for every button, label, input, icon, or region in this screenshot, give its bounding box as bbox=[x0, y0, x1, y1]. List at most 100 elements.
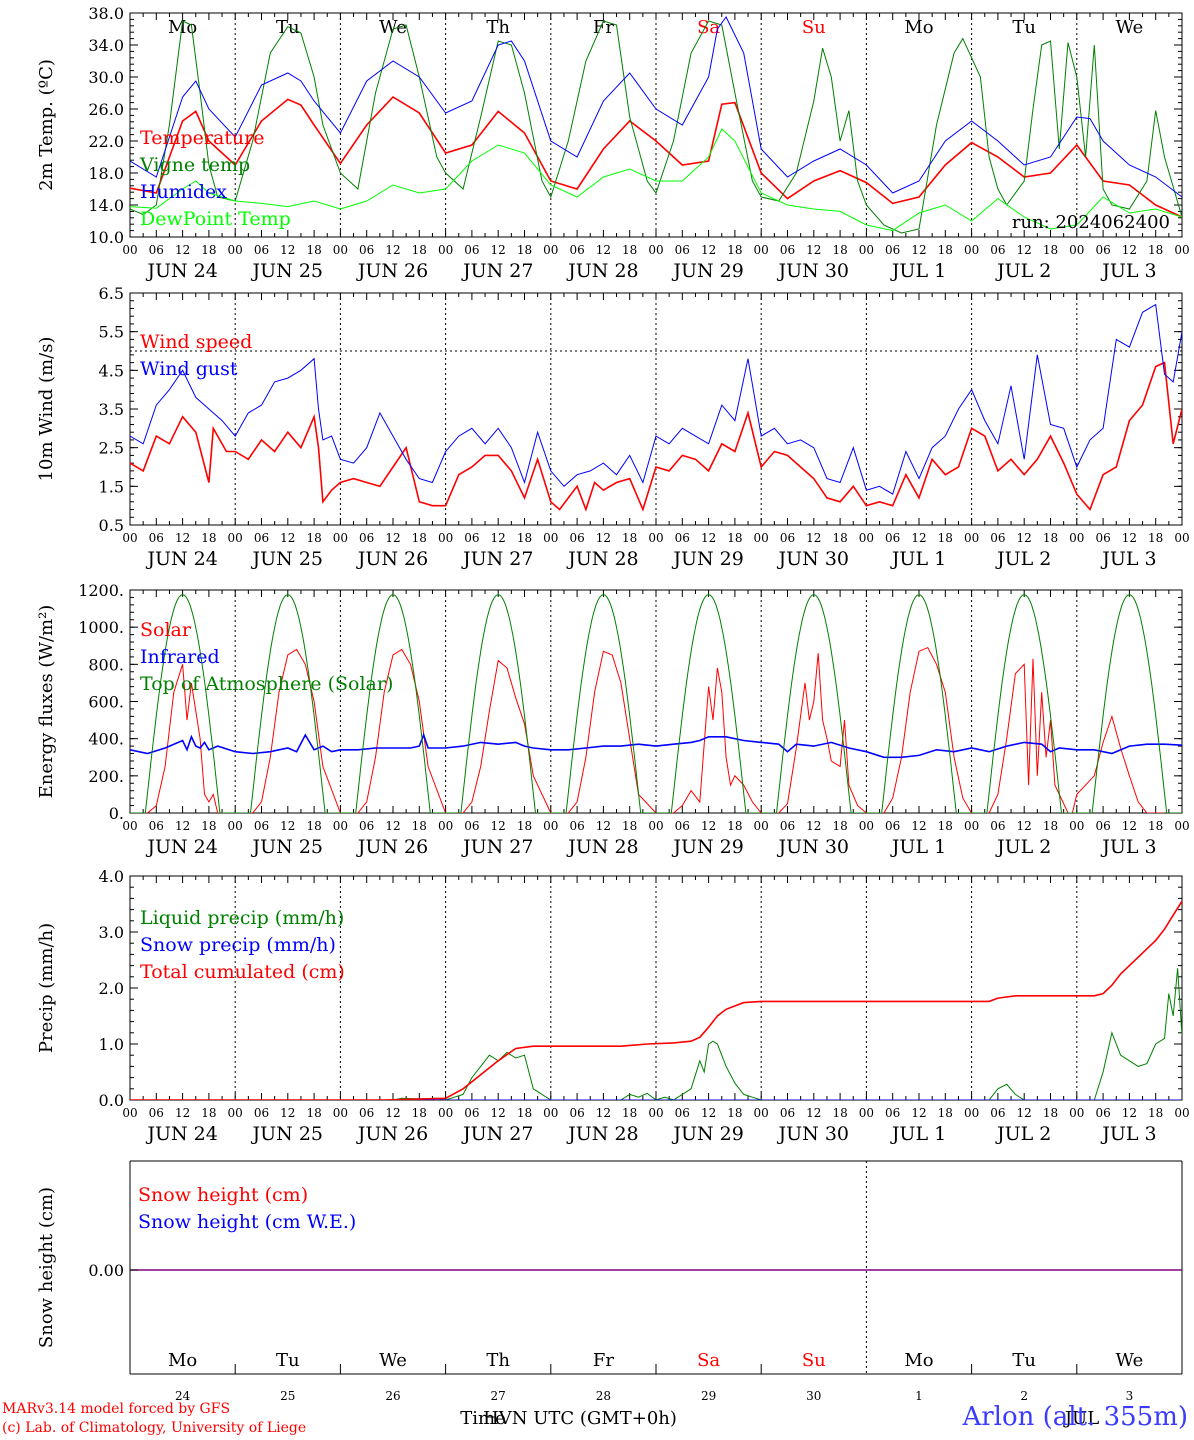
panel-temp: 00 06 12 18 00 06 12 18 00 06 12 18 00 06 12 18 00 06 12 18… bbox=[36, 4, 1190, 282]
hour-tick-label: 06 bbox=[569, 1106, 584, 1120]
hour-tick-label: 06 bbox=[990, 1106, 1005, 1120]
hour-tick-label: 12 bbox=[280, 819, 295, 833]
legend-snow-height-cm-: Snow height (cm) bbox=[138, 1184, 308, 1206]
weekday-label: Fr bbox=[593, 1350, 614, 1371]
weekday-label: We bbox=[1116, 17, 1144, 38]
hour-tick-label: 12 bbox=[1017, 1106, 1032, 1120]
date-label: JUN 29 bbox=[671, 836, 743, 858]
legend-snow-precip-mm-h-: Snow precip (mm/h) bbox=[140, 934, 336, 956]
legend-vigne-temp: Vigne temp bbox=[139, 154, 250, 176]
date-label: JUN 26 bbox=[356, 836, 428, 858]
hour-tick-label: 06 bbox=[254, 243, 269, 257]
hour-tick-label: 00 bbox=[964, 531, 979, 545]
hour-tick-label: 00 bbox=[543, 819, 558, 833]
hour-tick-label: 18 bbox=[1148, 531, 1163, 545]
weekday-label: We bbox=[1116, 1350, 1144, 1371]
hour-tick-label: 12 bbox=[701, 819, 716, 833]
series-temperature bbox=[130, 95, 1182, 218]
hour-tick-label: 00 bbox=[228, 1106, 243, 1120]
hour-tick-label: 00 bbox=[648, 531, 663, 545]
series-solar bbox=[130, 646, 1165, 813]
hour-tick-label: 12 bbox=[911, 531, 926, 545]
hour-tick-label: 06 bbox=[464, 243, 479, 257]
hour-tick-label: 18 bbox=[412, 531, 427, 545]
hour-tick-label: 18 bbox=[938, 819, 953, 833]
hour-tick-label: 06 bbox=[675, 531, 690, 545]
series-vigne-temp bbox=[130, 20, 1182, 234]
y-axis-title: 10m Wind (m/s) bbox=[36, 337, 57, 482]
hour-tick-label: 18 bbox=[1148, 1106, 1163, 1120]
hour-tick-label: 12 bbox=[911, 819, 926, 833]
hour-tick-label: 06 bbox=[885, 243, 900, 257]
hour-tick-label: 06 bbox=[149, 1106, 164, 1120]
day-number-label: 2 bbox=[1020, 1389, 1028, 1403]
date-label: JUL 3 bbox=[1100, 260, 1156, 282]
y-tick-label: 14.0 bbox=[88, 196, 124, 215]
run-label: run: 2024062400 bbox=[1012, 212, 1170, 233]
day-number-label: 3 bbox=[1126, 1389, 1134, 1403]
series-humidex bbox=[130, 16, 1182, 198]
hour-tick-label: 12 bbox=[1122, 243, 1137, 257]
y-tick-label: 0.0 bbox=[99, 1091, 124, 1110]
hour-tick-label: 06 bbox=[254, 1106, 269, 1120]
date-label: JUN 27 bbox=[461, 1123, 533, 1145]
y-tick-label: 22.0 bbox=[88, 132, 124, 151]
hour-tick-label: 12 bbox=[385, 1106, 400, 1120]
hour-tick-label: 06 bbox=[569, 819, 584, 833]
date-label: JUN 24 bbox=[145, 836, 217, 858]
hour-tick-label: 00 bbox=[1069, 243, 1084, 257]
hour-tick-label: 00 bbox=[543, 531, 558, 545]
series-liquid-precip-mm-h- bbox=[130, 968, 1182, 1100]
weekday-label: Tu bbox=[1012, 1350, 1036, 1371]
hour-tick-label: 06 bbox=[1095, 819, 1110, 833]
date-label: JUL 2 bbox=[995, 1123, 1051, 1145]
hour-tick-label: 18 bbox=[1043, 1106, 1058, 1120]
legend-total-cumulated-cm-: Total cumulated (cm) bbox=[140, 961, 345, 983]
date-label: JUL 3 bbox=[1100, 836, 1156, 858]
weekday-label: Sa bbox=[697, 1350, 720, 1371]
weekday-label: Su bbox=[802, 1350, 826, 1371]
series-total-cumulated-cm- bbox=[130, 900, 1182, 1100]
y-axis-title: Snow height (cm) bbox=[36, 1187, 57, 1348]
hour-tick-label: 18 bbox=[412, 819, 427, 833]
hour-tick-label: 00 bbox=[754, 819, 769, 833]
y-tick-label: 0.00 bbox=[88, 1261, 124, 1280]
hour-tick-label: 18 bbox=[201, 819, 216, 833]
hour-tick-label: 00 bbox=[1174, 1106, 1189, 1120]
hour-tick-label: 18 bbox=[306, 819, 321, 833]
hour-tick-label: 18 bbox=[412, 1106, 427, 1120]
hour-tick-label: 18 bbox=[727, 243, 742, 257]
hour-tick-label: 06 bbox=[254, 819, 269, 833]
hour-tick-label: 00 bbox=[122, 243, 137, 257]
series-dewpoint-temp bbox=[130, 128, 1182, 232]
day-number-label: 28 bbox=[596, 1389, 611, 1403]
series-wind-gust bbox=[130, 303, 1182, 495]
hour-tick-label: 00 bbox=[333, 243, 348, 257]
hour-tick-label: 06 bbox=[1095, 243, 1110, 257]
station-label: Arlon (alt. 355m) bbox=[962, 1402, 1188, 1432]
hour-tick-label: 00 bbox=[543, 243, 558, 257]
hour-tick-label: 00 bbox=[543, 1106, 558, 1120]
hour-tick-label: 00 bbox=[859, 531, 874, 545]
hour-tick-label: 18 bbox=[306, 531, 321, 545]
model-credit-line1: MARv3.14 model forced by GFS bbox=[2, 1401, 231, 1417]
hour-tick-label: 06 bbox=[359, 531, 374, 545]
hour-tick-label: 18 bbox=[1148, 243, 1163, 257]
hour-tick-label: 00 bbox=[1069, 531, 1084, 545]
hour-tick-label: 12 bbox=[280, 531, 295, 545]
hour-tick-label: 12 bbox=[491, 531, 506, 545]
hour-tick-label: 18 bbox=[832, 531, 847, 545]
date-label: JUN 26 bbox=[356, 260, 428, 282]
y-tick-label: 3.5 bbox=[99, 400, 124, 419]
hour-tick-label: 00 bbox=[438, 1106, 453, 1120]
hour-tick-label: 18 bbox=[622, 1106, 637, 1120]
date-label: JUL 1 bbox=[890, 1123, 946, 1145]
y-tick-label: 1200. bbox=[78, 581, 124, 600]
hour-tick-label: 00 bbox=[754, 531, 769, 545]
hour-tick-label: 12 bbox=[596, 243, 611, 257]
weekday-label: Tu bbox=[1012, 17, 1036, 38]
hour-tick-label: 18 bbox=[622, 819, 637, 833]
date-label: JUL 1 bbox=[890, 548, 946, 570]
day-number-label: 30 bbox=[806, 1389, 821, 1403]
hour-tick-label: 00 bbox=[438, 243, 453, 257]
